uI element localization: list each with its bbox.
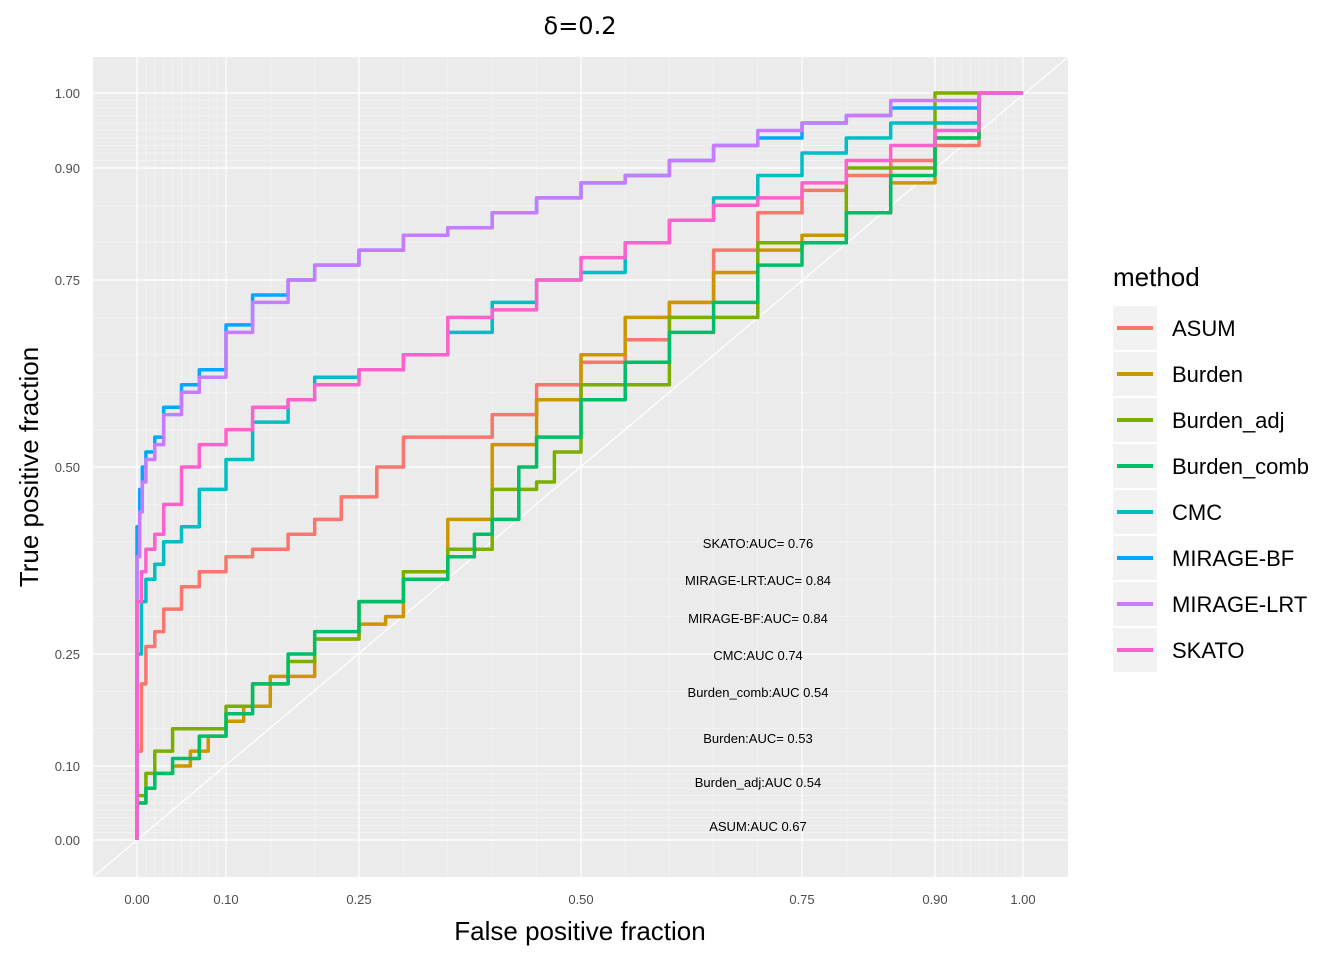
x-axis-ticks: 0.00 0.10 0.25 0.50 0.75 0.90 1.00 — [124, 892, 1035, 907]
plot-title: δ=0.2 — [544, 12, 617, 40]
legend-title: method — [1113, 262, 1200, 292]
series-line-asum — [135, 91, 1023, 840]
auc-annotation: SKATO:AUC= 0.76 — [703, 536, 813, 551]
auc-annotation: CMC:AUC 0.74 — [713, 648, 803, 663]
x-tick-label: 0.90 — [922, 892, 947, 907]
x-tick-label: 0.25 — [346, 892, 371, 907]
y-tick-label: 0.25 — [55, 647, 80, 662]
y-tick-label: 1.00 — [55, 86, 80, 101]
legend: method ASUM Burden Burden_adj Burden_comb CM… — [1113, 262, 1309, 672]
legend-label: MIRAGE-BF — [1172, 546, 1294, 571]
series-line-skato — [135, 91, 1023, 840]
y-tick-label: 0.00 — [55, 833, 80, 848]
legend-label: CMC — [1172, 500, 1222, 525]
auc-annotation: ASUM:AUC 0.67 — [709, 819, 807, 834]
reference-diagonal — [92, 56, 1069, 878]
legend-label: Burden — [1172, 362, 1243, 387]
auc-annotation: Burden:AUC= 0.53 — [703, 731, 812, 746]
y-axis-title: True positive fraction — [14, 347, 44, 587]
x-tick-label: 1.00 — [1010, 892, 1035, 907]
series-line-burden-comb — [135, 91, 1023, 840]
auc-annotation: Burden_comb:AUC 0.54 — [688, 685, 829, 700]
auc-annotation: Burden_adj:AUC 0.54 — [695, 775, 821, 790]
auc-annotations: SKATO:AUC= 0.76 MIRAGE-LRT:AUC= 0.84 MIRAG… — [685, 536, 831, 834]
legend-label: ASUM — [1172, 316, 1236, 341]
y-tick-label: 0.75 — [55, 273, 80, 288]
y-axis-ticks: 0.00 0.10 0.25 0.50 0.75 0.90 1.00 — [55, 86, 80, 848]
y-tick-label: 0.10 — [55, 759, 80, 774]
x-axis-title: False positive fraction — [454, 916, 705, 946]
x-tick-label: 0.10 — [213, 892, 238, 907]
legend-label: Burden_comb — [1172, 454, 1309, 479]
series-line-mirage-lrt — [135, 91, 1023, 840]
series-layer — [135, 91, 1023, 840]
x-tick-label: 0.75 — [789, 892, 814, 907]
legend-label: SKATO — [1172, 638, 1245, 663]
x-tick-label: 0.50 — [568, 892, 593, 907]
legend-label: Burden_adj — [1172, 408, 1285, 433]
x-tick-label: 0.00 — [124, 892, 149, 907]
y-tick-label: 0.50 — [55, 460, 80, 475]
auc-annotation: MIRAGE-LRT:AUC= 0.84 — [685, 573, 831, 588]
legend-label: MIRAGE-LRT — [1172, 592, 1307, 617]
y-tick-label: 0.90 — [55, 161, 80, 176]
auc-annotation: MIRAGE-BF:AUC= 0.84 — [688, 611, 828, 626]
